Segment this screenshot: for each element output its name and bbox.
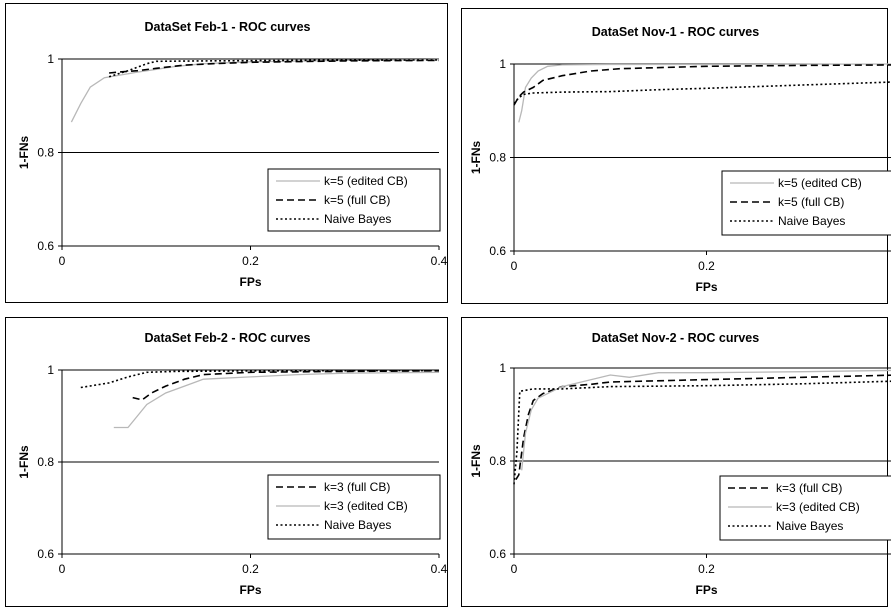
- series-line-2: [513, 81, 891, 105]
- series-line-2: [108, 59, 440, 78]
- legend-box: [267, 168, 441, 232]
- x-axis-label: FPs: [239, 583, 261, 597]
- y-tick-label: 0.6: [37, 239, 54, 253]
- series-line-1: [521, 369, 891, 471]
- chart-svg-feb2: DataSet Feb-2 - ROC curves 0.6 0.8 1 0 0.2 0.4…: [17, 331, 448, 597]
- chart-panel-nov2: DataSet Nov-2 - ROC curves0.60.8100.20.4…: [461, 317, 891, 607]
- chart-panel-feb2: DataSet Feb-2 - ROC curves 0.6 0.8 1 0 0.2 0.4…: [5, 317, 448, 607]
- y-axis-label: 1-FNs: [17, 136, 31, 170]
- chart-svg-nov1: DataSet Nov-1 - ROC curves0.60.8100.20.4…: [469, 25, 891, 294]
- series-line-0: [70, 58, 440, 123]
- chart-title: DataSet Nov-1 - ROC curves: [592, 25, 759, 39]
- y-tick-label: 0.6: [489, 244, 506, 258]
- legend-label-2: Naive Bayes: [778, 214, 845, 228]
- series-line-2: [513, 380, 891, 485]
- chart-panel-nov1: DataSet Nov-1 - ROC curves0.60.8100.20.4…: [461, 8, 891, 304]
- y-tick-label: 1: [499, 57, 506, 71]
- y-tick-label: 0.6: [489, 547, 506, 561]
- legend-label-1: k=5 (full CB): [324, 193, 390, 207]
- legend-label-2: Naive Bayes: [324, 212, 391, 226]
- y-axis-label: 1-FNs: [469, 141, 483, 175]
- x-tick-label: 0: [511, 259, 518, 273]
- legend-label-2: Naive Bayes: [324, 518, 391, 532]
- x-tick-label: 0: [59, 562, 66, 576]
- series-line-1: [113, 371, 440, 429]
- legend-box: [721, 170, 891, 236]
- series-line-2: [80, 369, 440, 389]
- y-tick-label: 1: [47, 363, 54, 377]
- legend-label-0: k=5 (edited CB): [778, 176, 862, 190]
- chart-title: DataSet Nov-2 - ROC curves: [592, 331, 759, 345]
- legend-label-1: k=5 (full CB): [778, 195, 844, 209]
- y-tick-label: 0.8: [37, 455, 54, 469]
- legend-label-0: k=3 (full CB): [324, 480, 390, 494]
- chart-title: DataSet Feb-2 - ROC curves: [144, 331, 310, 345]
- x-tick-label: 0: [511, 562, 518, 576]
- y-tick-label: 0.8: [37, 146, 54, 160]
- series-line-0: [515, 374, 891, 481]
- x-tick-label: 0.2: [698, 562, 715, 576]
- legend-label-2: Naive Bayes: [776, 519, 843, 533]
- x-tick-label: 0.2: [698, 259, 715, 273]
- series-line-0: [518, 63, 891, 123]
- series-line-1: [109, 59, 440, 74]
- x-tick-label: 0: [59, 254, 66, 268]
- y-tick-label: 1: [499, 361, 506, 375]
- x-tick-label: 0.4: [431, 254, 448, 268]
- legend-box: [267, 474, 441, 540]
- chart-svg-feb1: DataSet Feb-1 - ROC curves 0.6 0.8 1 0 0.2 0.4…: [17, 20, 448, 289]
- series-line-0: [132, 370, 440, 401]
- chart-title: DataSet Feb-1 - ROC curves: [144, 20, 310, 34]
- x-axis-label: FPs: [695, 583, 717, 597]
- x-axis-label: FPs: [239, 275, 261, 289]
- legend-label-1: k=3 (edited CB): [324, 499, 408, 513]
- legend-label-0: k=5 (edited CB): [324, 174, 408, 188]
- chart-svg-nov2: DataSet Nov-2 - ROC curves0.60.8100.20.4…: [469, 331, 891, 597]
- x-tick-label: 0.2: [242, 254, 259, 268]
- y-tick-label: 0.8: [489, 454, 506, 468]
- chart-panel-feb1: DataSet Feb-1 - ROC curves 0.6 0.8 1 0 0.2 0.4…: [5, 3, 448, 303]
- x-axis-label: FPs: [695, 280, 717, 294]
- legend-box: [719, 475, 891, 541]
- legend-label-1: k=3 (edited CB): [776, 500, 860, 514]
- y-tick-label: 1: [47, 52, 54, 66]
- y-tick-label: 0.6: [37, 547, 54, 561]
- x-tick-label: 0.4: [431, 562, 448, 576]
- x-tick-label: 0.2: [242, 562, 259, 576]
- y-axis-label: 1-FNs: [17, 445, 31, 479]
- series-line-1: [513, 64, 891, 106]
- y-tick-label: 0.8: [489, 151, 506, 165]
- y-axis-label: 1-FNs: [469, 444, 483, 478]
- legend-label-0: k=3 (full CB): [776, 481, 842, 495]
